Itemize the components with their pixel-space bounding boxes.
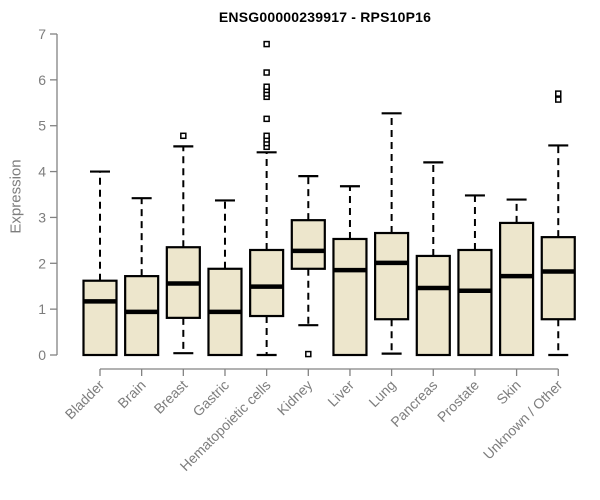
outlier-point bbox=[305, 350, 312, 358]
y-tick-label: 4 bbox=[38, 164, 46, 180]
box bbox=[82, 279, 118, 357]
outlier-point bbox=[263, 132, 270, 140]
box bbox=[457, 248, 493, 357]
box bbox=[249, 248, 285, 318]
outlier-point bbox=[180, 132, 187, 140]
outlier-point bbox=[263, 69, 270, 76]
x-axis-category-label: Unknown / Other bbox=[480, 377, 566, 463]
box bbox=[540, 236, 576, 321]
x-axis-category-label: Breast bbox=[151, 377, 191, 417]
x-axis-category-label: Prostate bbox=[434, 377, 482, 425]
y-tick-label: 5 bbox=[38, 118, 46, 134]
y-tick-label: 0 bbox=[38, 347, 46, 363]
box bbox=[374, 231, 410, 321]
outlier-point bbox=[263, 83, 270, 90]
outlier-point bbox=[263, 40, 270, 48]
outlier-point bbox=[263, 115, 270, 123]
y-tick-label: 2 bbox=[38, 255, 46, 271]
box bbox=[290, 219, 326, 270]
y-tick-label: 1 bbox=[38, 301, 46, 317]
x-axis-category-label: Skin bbox=[493, 377, 524, 408]
y-tick-label: 6 bbox=[38, 72, 46, 88]
y-tick-label: 3 bbox=[38, 209, 46, 225]
y-tick-label: 7 bbox=[38, 26, 46, 42]
box bbox=[499, 221, 535, 357]
x-axis-category-label: Liver bbox=[324, 377, 357, 410]
x-axis-category-label: Brain bbox=[114, 377, 148, 411]
box bbox=[415, 254, 451, 357]
box bbox=[332, 237, 368, 357]
x-axis-category-label: Kidney bbox=[274, 377, 316, 419]
x-axis-category-label: Lung bbox=[365, 377, 398, 410]
box bbox=[124, 275, 160, 357]
outlier-point bbox=[555, 90, 562, 97]
outlier-point bbox=[555, 96, 562, 103]
x-axis-category-label: Bladder bbox=[62, 377, 108, 423]
chart-title: ENSG00000239917 - RPS10P16 bbox=[218, 9, 432, 25]
